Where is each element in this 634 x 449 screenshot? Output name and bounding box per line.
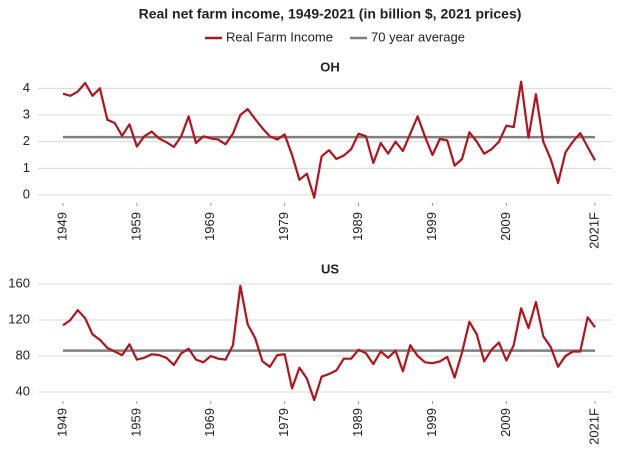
- x-tick-label: 1979: [276, 212, 291, 241]
- series-line: [62, 284, 596, 402]
- y-tick-label: 80: [16, 347, 30, 362]
- x-tick-label: 1979: [276, 408, 291, 437]
- series-line: [62, 80, 596, 199]
- y-tick-label: 2: [23, 133, 30, 148]
- chart-title: Real net farm income, 1949-2021 (in bill…: [139, 6, 522, 22]
- x-tick-label: 1949: [54, 408, 69, 437]
- legend-label: 70 year average: [371, 29, 465, 44]
- panel-title: OH: [320, 59, 340, 74]
- y-tick-label: 160: [8, 275, 30, 290]
- x-tick-label: 1959: [128, 212, 143, 241]
- panel-title: US: [321, 261, 339, 276]
- y-tick-label: 40: [16, 383, 30, 398]
- x-tick-label: 1989: [350, 212, 365, 241]
- y-tick-label: 1: [23, 160, 30, 175]
- x-tick-label: 1999: [424, 408, 439, 437]
- x-tick-label: 1949: [54, 212, 69, 241]
- x-tick-label: 2009: [498, 408, 513, 437]
- x-tick-label: 2009: [498, 212, 513, 241]
- x-tick-label: 1969: [202, 212, 217, 241]
- x-tick-label: 2021F: [586, 408, 601, 445]
- y-tick-label: 3: [23, 106, 30, 121]
- y-tick-label: 120: [8, 311, 30, 326]
- x-tick-label: 1969: [202, 408, 217, 437]
- x-tick-label: 1989: [350, 408, 365, 437]
- x-tick-label: 1999: [424, 212, 439, 241]
- x-tick-label: 1959: [128, 408, 143, 437]
- y-tick-label: 4: [23, 80, 30, 95]
- x-tick-label: 2021F: [586, 212, 601, 249]
- y-tick-label: 0: [23, 186, 30, 201]
- legend-label: Real Farm Income: [226, 29, 333, 44]
